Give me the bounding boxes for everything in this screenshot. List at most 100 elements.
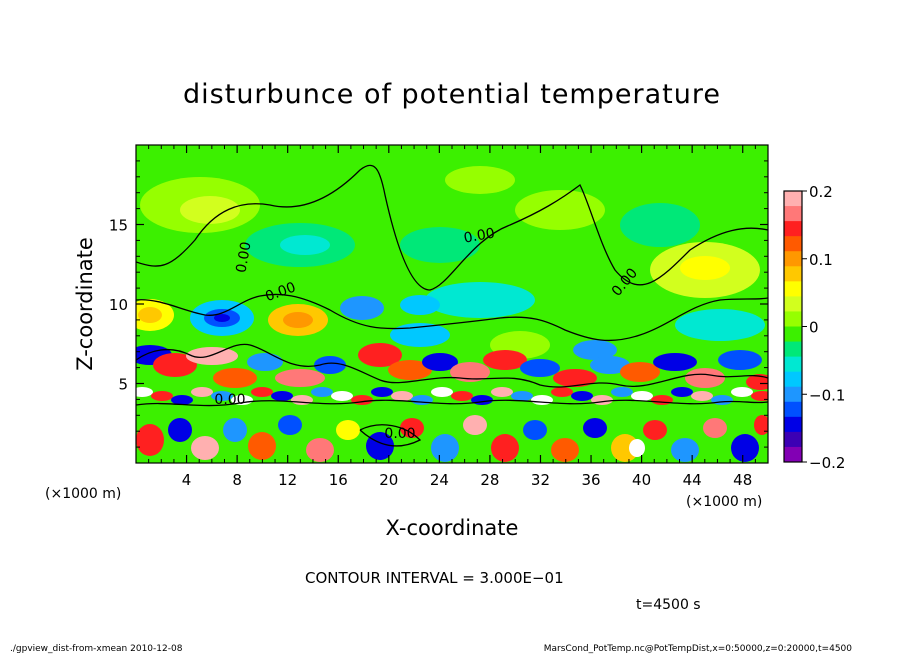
colorbar-segment	[784, 326, 802, 343]
y-axis: 5 10 15	[109, 160, 768, 448]
x-tick-label: 16	[329, 471, 348, 489]
interface-cell	[491, 387, 513, 397]
field-blob	[754, 415, 768, 435]
colorbar: 0.2 0.1 0 −0.1 −0.2	[783, 183, 845, 472]
footer-right: MarsCond_PotTemp.nc@PotTempDist,x=0:5000…	[544, 644, 853, 654]
field-blob	[450, 362, 490, 382]
field-blob	[653, 353, 697, 371]
field-blob	[153, 353, 197, 377]
interface-cell	[651, 395, 673, 405]
field-blob	[491, 434, 519, 462]
y-axis-label: Z-coordinate	[73, 237, 97, 371]
x-tick-label: 28	[480, 471, 499, 489]
interface-cell	[151, 391, 173, 401]
colorbar-segment	[784, 416, 802, 433]
interface-cell	[531, 395, 553, 405]
interface-cell	[511, 391, 533, 401]
colorbar-segment	[784, 356, 802, 373]
x-tick-label: 20	[379, 471, 398, 489]
x-tick-label: 24	[430, 471, 449, 489]
interface-cell	[631, 391, 653, 401]
colorbar-segment	[784, 206, 802, 222]
field-layer	[136, 166, 768, 462]
field-blob	[136, 424, 164, 456]
colorbar-segment	[784, 281, 802, 297]
field-blob	[425, 282, 535, 318]
contour-label: 0.00	[463, 225, 496, 246]
colorbar-segment	[784, 221, 802, 237]
contour-zero-level	[136, 399, 768, 407]
x-tick-label: 48	[733, 471, 752, 489]
field-blob	[422, 353, 458, 371]
field-blob	[463, 415, 487, 435]
colorbar-segment	[784, 236, 802, 252]
x-unit-label: (×1000 m)	[686, 494, 762, 510]
interface-cell	[571, 391, 593, 401]
footer-left: ./gpview_dist-from-xmean 2010-12-08	[10, 644, 183, 654]
field-blob	[180, 196, 240, 224]
interface-cell	[171, 395, 193, 405]
colorbar-tick-label: 0.2	[809, 183, 833, 201]
interface-cell	[591, 395, 613, 405]
field-blob	[400, 418, 424, 438]
field-blob	[275, 369, 325, 387]
field-blob	[553, 369, 597, 387]
field-blob	[703, 418, 727, 438]
colorbar-tick-label: −0.1	[809, 386, 845, 404]
interface-cell	[211, 391, 233, 401]
interface-cell	[691, 391, 713, 401]
interface-cell	[271, 391, 293, 401]
colorbar-segment	[784, 311, 802, 327]
x-tick-label: 12	[278, 471, 297, 489]
x-tick-label: 32	[531, 471, 550, 489]
interface-cell	[391, 391, 413, 401]
field-blob	[718, 350, 762, 370]
colorbar-segment	[784, 386, 802, 403]
field-blob	[551, 438, 579, 462]
interface-cell	[411, 395, 433, 405]
field-blob	[620, 203, 700, 247]
contour-label: 0.00	[384, 426, 415, 442]
colorbar-segment	[784, 341, 802, 358]
field-blob	[314, 356, 346, 374]
field-blob	[620, 362, 660, 382]
field-blob	[248, 432, 276, 460]
y-tick-label: 10	[109, 296, 128, 314]
interface-cell	[311, 387, 333, 397]
interface-cell	[331, 391, 353, 401]
contour-zero-low	[136, 343, 768, 388]
field-blob	[191, 436, 219, 460]
interface-cell	[371, 387, 393, 397]
field-blob	[336, 420, 360, 440]
interface-cell	[291, 395, 313, 405]
interface-cell	[711, 395, 733, 405]
colorbar-segment	[784, 266, 802, 282]
field-blob	[186, 347, 238, 365]
y-unit-label: (×1000 m)	[45, 486, 121, 502]
field-blob	[214, 314, 230, 322]
field-blob	[685, 368, 725, 388]
interface-cell	[451, 391, 473, 401]
x-tick-label: 36	[581, 471, 600, 489]
interface-cell	[611, 387, 633, 397]
field-blob	[515, 190, 605, 230]
x-tick-label: 40	[632, 471, 651, 489]
interface-cell	[136, 387, 153, 397]
contour-zero-bottom	[359, 424, 422, 447]
time-text: t=4500 s	[636, 597, 701, 613]
interface-cell	[471, 395, 493, 405]
field-blob	[388, 360, 432, 380]
colorbar-tick-label: −0.2	[809, 454, 845, 472]
interface-cell	[191, 387, 213, 397]
field-blob	[247, 353, 283, 371]
interface-cell	[431, 387, 453, 397]
colorbar-segment	[784, 296, 802, 312]
colorbar-segment	[784, 191, 802, 207]
field-blob	[278, 415, 302, 435]
colorbar-segment	[784, 251, 802, 267]
field-blob	[306, 438, 334, 462]
contour-zero-upper	[136, 164, 768, 291]
field-blob	[675, 309, 765, 341]
y-tick-label: 15	[109, 217, 128, 235]
